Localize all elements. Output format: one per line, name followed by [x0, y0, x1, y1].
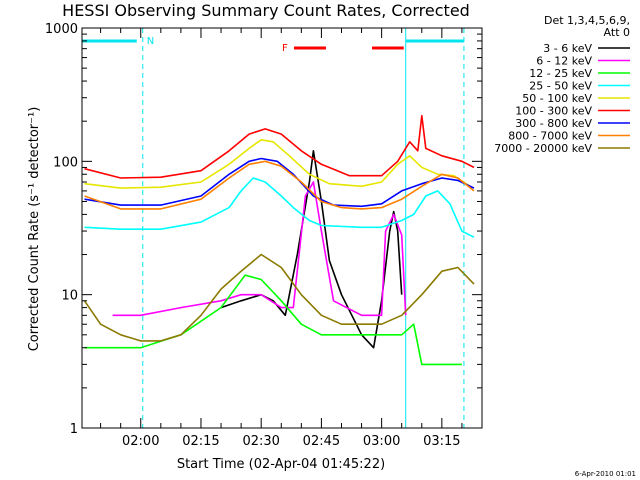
- series-line-6: [84, 114, 475, 179]
- legend-entry-label: 100 - 300 keV: [515, 105, 592, 118]
- legend-header: Det 1,3,4,5,6,9,: [544, 14, 630, 27]
- series-line-2: [112, 181, 407, 317]
- x-tick-label: 02:15: [182, 434, 219, 449]
- x-axis-label: Start Time (02-Apr-04 01:45:22): [177, 457, 385, 472]
- legend-header: Att 0: [604, 26, 630, 39]
- x-tick-label: 03:00: [363, 434, 400, 449]
- night-label: N: [147, 36, 154, 47]
- legend-entry-label: 12 - 25 keV: [529, 67, 592, 80]
- legend-entry-label: 3 - 6 keV: [543, 42, 592, 55]
- timestamp-footer: 6-Apr-2010 01:01: [575, 470, 636, 478]
- x-tick-label: 02:45: [303, 434, 340, 449]
- series-line-4: [84, 177, 475, 238]
- series-line-9: [83, 253, 475, 342]
- chart-title: HESSI Observing Summary Count Rates, Cor…: [62, 1, 470, 20]
- y-tick-label: 100: [53, 155, 78, 170]
- legend-entry-label: 25 - 50 keV: [529, 80, 592, 93]
- x-tick-label: 02:00: [122, 434, 159, 449]
- legend-entry-label: 800 - 7000 keV: [508, 130, 592, 143]
- legend-entry-label: 50 - 100 keV: [522, 92, 592, 105]
- series-line-8: [84, 160, 475, 210]
- series-line-5: [84, 139, 471, 189]
- legend-entry-label: 300 - 800 keV: [515, 117, 592, 130]
- legend-entry-label: 6 - 12 keV: [536, 55, 592, 68]
- flare-label: F: [282, 43, 288, 54]
- axes: 1 10 100 1000 02:00 02:15 02:30 02:45 03:00 03:15: [45, 22, 483, 449]
- y-tick-label: 1: [70, 422, 78, 437]
- legend-entry-label: 7000 - 20000 keV: [494, 142, 592, 155]
- plot-area: NF: [81, 28, 475, 428]
- x-tick-label: 03:15: [423, 434, 460, 449]
- y-axis-label: Corrected Count Rate (s⁻¹ detector⁻¹): [27, 107, 42, 352]
- y-tick-label: 10: [61, 289, 78, 304]
- series-line-1: [220, 150, 403, 349]
- x-tick-label: 02:30: [242, 434, 279, 449]
- y-tick-label: 1000: [45, 22, 78, 37]
- plot-frame: [81, 27, 483, 429]
- series-line-7: [84, 157, 475, 208]
